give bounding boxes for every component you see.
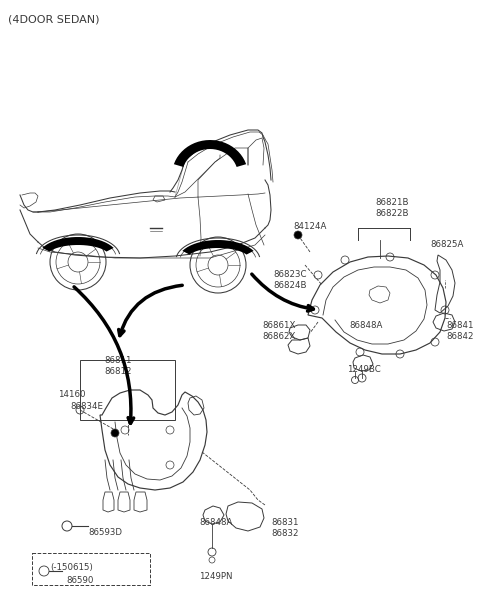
Polygon shape — [182, 240, 253, 255]
Text: 86590: 86590 — [66, 576, 94, 585]
Text: 86811
86812: 86811 86812 — [104, 356, 132, 376]
Text: 1249PN: 1249PN — [199, 572, 232, 581]
Text: (4DOOR SEDAN): (4DOOR SEDAN) — [8, 14, 99, 24]
Text: 86823C
86824B: 86823C 86824B — [273, 270, 307, 290]
Text: 1249BC: 1249BC — [347, 365, 381, 374]
Text: (-150615): (-150615) — [50, 563, 93, 572]
Text: 86841
86842: 86841 86842 — [446, 321, 473, 341]
Text: 14160: 14160 — [58, 390, 85, 399]
Text: 86593D: 86593D — [88, 528, 122, 537]
Text: 86825A: 86825A — [430, 240, 463, 249]
Text: 86861X
86862X: 86861X 86862X — [262, 321, 295, 341]
Text: 86821B
86822B: 86821B 86822B — [375, 198, 408, 218]
Polygon shape — [174, 140, 246, 167]
Text: 86848A: 86848A — [349, 321, 383, 330]
Circle shape — [111, 429, 119, 437]
Circle shape — [294, 231, 302, 239]
Text: 86831
86832: 86831 86832 — [271, 518, 299, 538]
Text: 86834E: 86834E — [70, 402, 103, 411]
Text: 84124A: 84124A — [293, 222, 326, 231]
Polygon shape — [42, 237, 114, 252]
Text: 86848A: 86848A — [199, 518, 232, 527]
